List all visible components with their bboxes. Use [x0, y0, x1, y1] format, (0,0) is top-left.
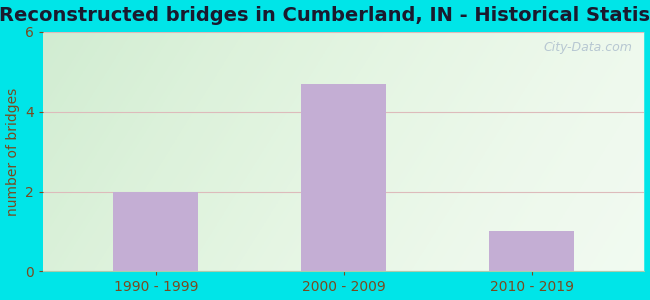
Bar — [114, 191, 198, 272]
Bar — [489, 232, 574, 272]
Bar — [302, 84, 386, 272]
Title: Reconstructed bridges in Cumberland, IN - Historical Statistics: Reconstructed bridges in Cumberland, IN … — [0, 6, 650, 25]
Y-axis label: number of bridges: number of bridges — [6, 87, 20, 216]
Text: City-Data.com: City-Data.com — [543, 41, 632, 54]
